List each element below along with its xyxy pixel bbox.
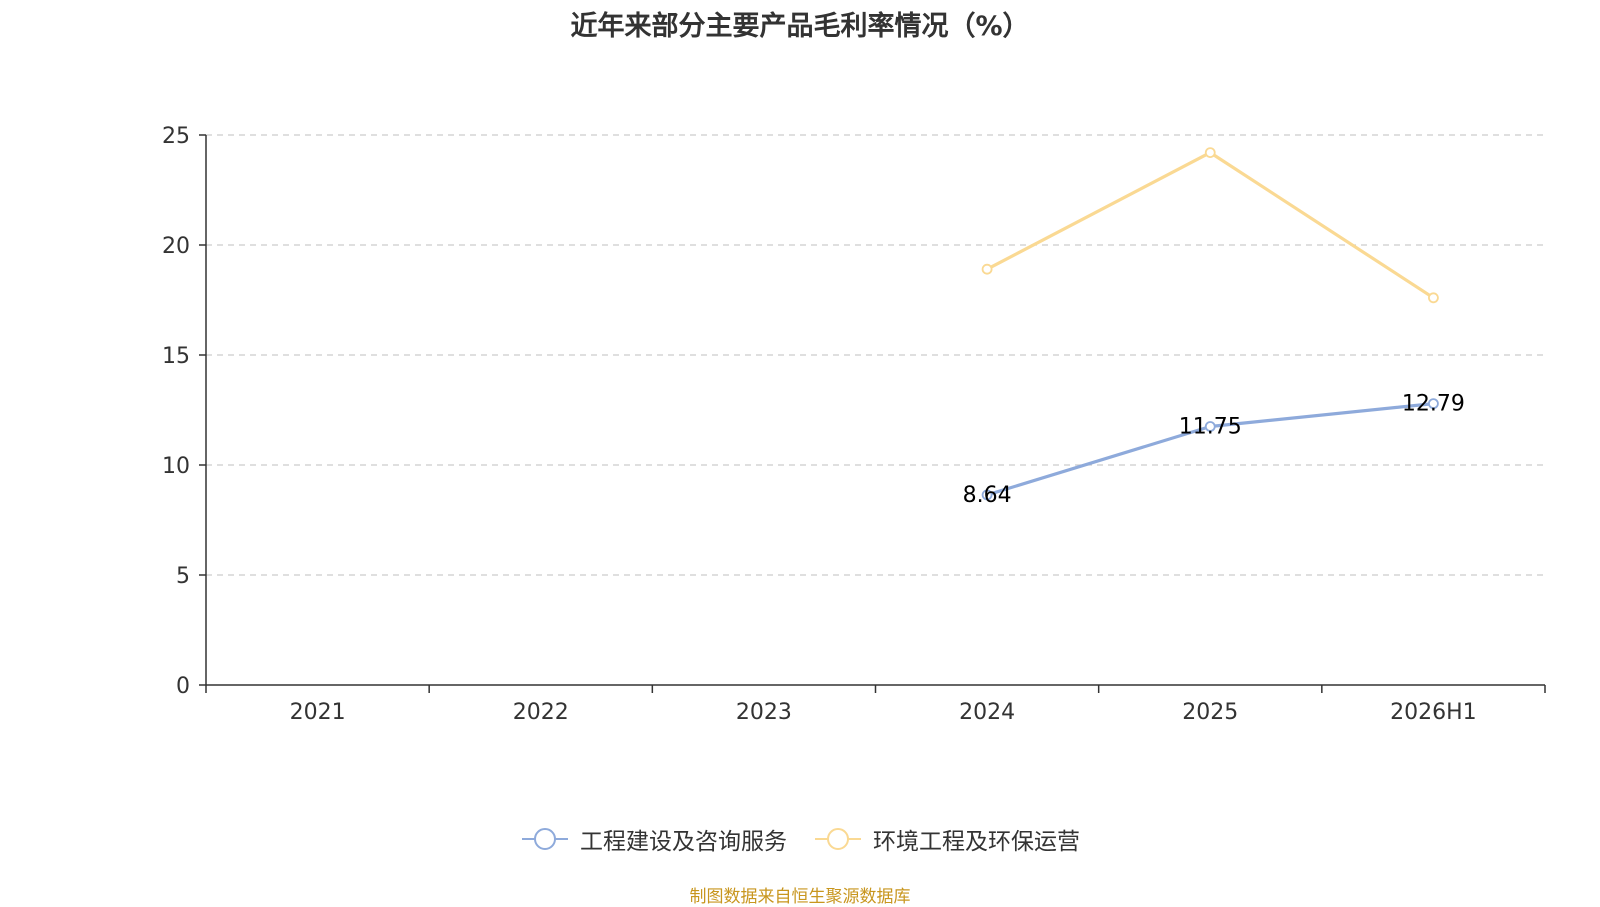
legend-marker-icon [520,827,570,851]
y-tick-label: 10 [162,454,190,479]
legend-label: 工程建设及咨询服务 [580,829,787,855]
data-point[interactable] [981,263,993,275]
data-point[interactable] [1204,147,1216,159]
y-tick-label: 5 [176,564,190,589]
data-label: 8.64 [963,483,1012,508]
data-point[interactable] [1204,421,1216,432]
legend-marker-icon [813,827,863,851]
data-label: 12.79 [1402,392,1465,417]
x-tick-label: 2025 [1182,700,1238,725]
y-tick-label: 15 [162,344,190,369]
legend-item-series-0[interactable]: 工程建设及咨询服务 [520,822,787,856]
x-tick-label: 2021 [290,700,346,725]
data-label: 11.75 [1179,415,1242,440]
series [981,147,1439,501]
legend-label: 环境工程及环保运营 [873,829,1080,855]
x-tick-label: 2026H1 [1390,700,1477,725]
x-tick-label: 2024 [959,700,1015,725]
source-note: 制图数据来自恒生聚源数据库 [689,887,911,907]
data-point[interactable] [981,489,993,501]
data-point[interactable] [1428,398,1439,410]
x-tick-label: 2023 [736,700,792,725]
legend-item-series-1[interactable]: 环境工程及环保运营 [813,822,1080,856]
series-line-1 [986,151,1435,300]
legend: 工程建设及咨询服务 环境工程及环保运营 [0,822,1600,856]
data-labels: 8.64 11.75 12.79 [963,392,1465,508]
y-tick-label: 0 [176,674,190,699]
data-point[interactable] [1428,292,1439,304]
grid-lines [206,134,1545,576]
chart-title: 近年来部分主要产品毛利率情况（%） [570,11,1030,42]
y-tick-label: 25 [162,124,190,149]
y-tick-label: 20 [162,234,190,259]
x-tick-label: 2022 [513,700,569,725]
